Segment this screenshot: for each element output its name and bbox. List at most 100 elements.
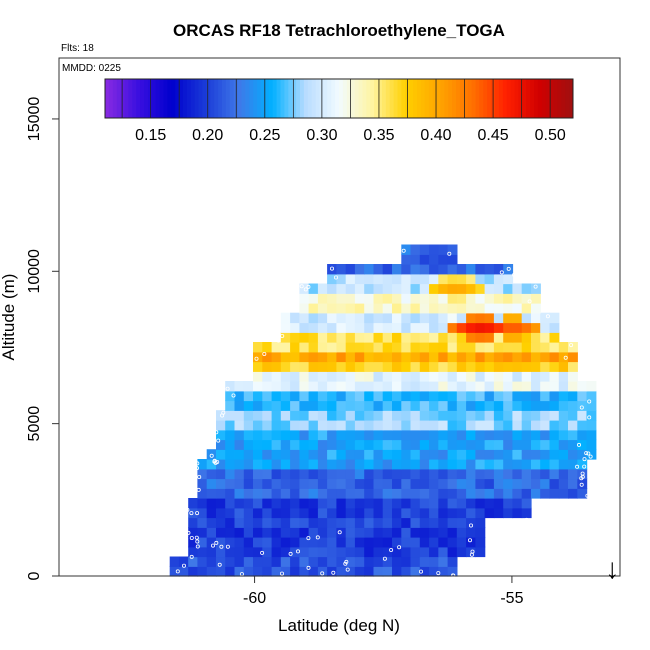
heatmap-cell [429,420,439,431]
heatmap-cell [484,410,495,421]
colorbar-segment [253,79,258,118]
heatmap-cell [540,410,551,421]
heatmap-cell [373,546,384,558]
heatmap-cell [429,293,439,304]
heatmap-cell [419,537,430,548]
heatmap-cell [308,449,319,460]
heatmap-cell [206,537,217,548]
sample-point [196,487,201,492]
colorbar-segment [475,79,480,118]
heatmap-cell [475,537,486,548]
colorbar-segment [553,79,558,118]
heatmap-cell [225,468,236,480]
heatmap-cell [410,459,421,470]
colorbar-segment [249,79,254,118]
heatmap-cell [253,517,263,528]
heatmap-cell [531,429,541,441]
heatmap-cell [392,283,402,294]
heatmap-cell [549,400,560,411]
heatmap-cell [253,537,263,548]
colorbar-segment [288,79,293,118]
heatmap-cell [317,507,328,519]
heatmap-cell [225,410,236,421]
heatmap-cell [336,400,347,411]
heatmap-cell [327,527,337,538]
heatmap-cell [466,498,476,509]
heatmap-cell [364,488,375,499]
heatmap-cell [253,556,263,567]
heatmap-cell [382,410,393,421]
heatmap-cell [419,303,430,314]
colorbar: 0.15 0.20 0.25 0.30 0.35 0.40 0.45 0.50 [104,78,574,144]
colorbar-segment [526,79,531,118]
colorbar-segment [225,79,231,118]
heatmap-cell [392,400,402,411]
heatmap-cell [531,312,541,324]
heatmap-cell [234,546,245,558]
heatmap-cell [419,556,430,567]
sample-point [331,570,336,575]
heatmap-cell [262,342,273,353]
heatmap-cell [299,507,310,519]
heatmap-cell [484,342,495,353]
heatmap-cell [392,556,402,567]
heatmap-cell [466,293,476,304]
heatmap-cell [271,390,282,402]
heatmap-cell [438,410,449,421]
sample-point [329,266,334,271]
heatmap-cell [308,342,319,353]
heatmap-cell [549,312,560,324]
sample-point [254,356,259,361]
heatmap-cell [354,566,365,577]
heatmap-cell [373,488,384,499]
sample-point [276,338,281,343]
heatmap-cell [419,361,430,372]
heatmap-cell [317,332,328,343]
heatmap-cell [475,342,486,353]
sample-point [195,544,200,549]
heatmap-cell [429,332,439,343]
colorbar-segment [264,79,270,118]
heatmap-cell [327,400,337,411]
heatmap-cell [373,371,384,382]
heatmap-cell [456,371,467,382]
heatmap-cell [521,293,532,304]
heatmap-cell [549,361,560,372]
heatmap-cell [466,449,476,460]
heatmap-cell [271,478,282,489]
sample-point [436,571,441,576]
heatmap-cell [549,420,560,431]
heatmap-cell [336,556,347,567]
heatmap-cell [503,429,514,441]
heatmap-cell [456,459,467,470]
heatmap-cell [188,537,199,548]
heatmap-cell [345,312,356,324]
heatmap-cell [169,566,180,577]
heatmap-cell [475,459,486,470]
heatmap-cell [345,459,356,470]
heatmap-cell [475,371,486,382]
colorbar-segment [339,79,344,118]
heatmap-cell [456,332,467,343]
heatmap-cell [503,371,514,382]
heatmap-cell [447,439,458,450]
heatmap-cell [327,459,337,470]
heatmap-cell [392,371,402,382]
heatmap-cell [290,342,300,353]
sample-point [231,393,236,398]
heatmap-cell [503,400,514,411]
heatmap-cell [484,420,495,431]
heatmap-cell [290,478,300,489]
heatmap-cell [308,517,319,528]
heatmap-cell [466,371,476,382]
heatmap-cell [493,420,504,431]
heatmap-cell [336,342,347,353]
heatmap-cell [429,498,439,509]
colorbar-segment [385,79,391,118]
colorbar-tick-label: 0.35 [363,127,394,144]
heatmap-cell [493,439,504,450]
heatmap-cell [512,322,523,333]
heatmap-cell [234,527,245,538]
heatmap-cell [364,546,375,558]
heatmap-cell [299,332,310,343]
